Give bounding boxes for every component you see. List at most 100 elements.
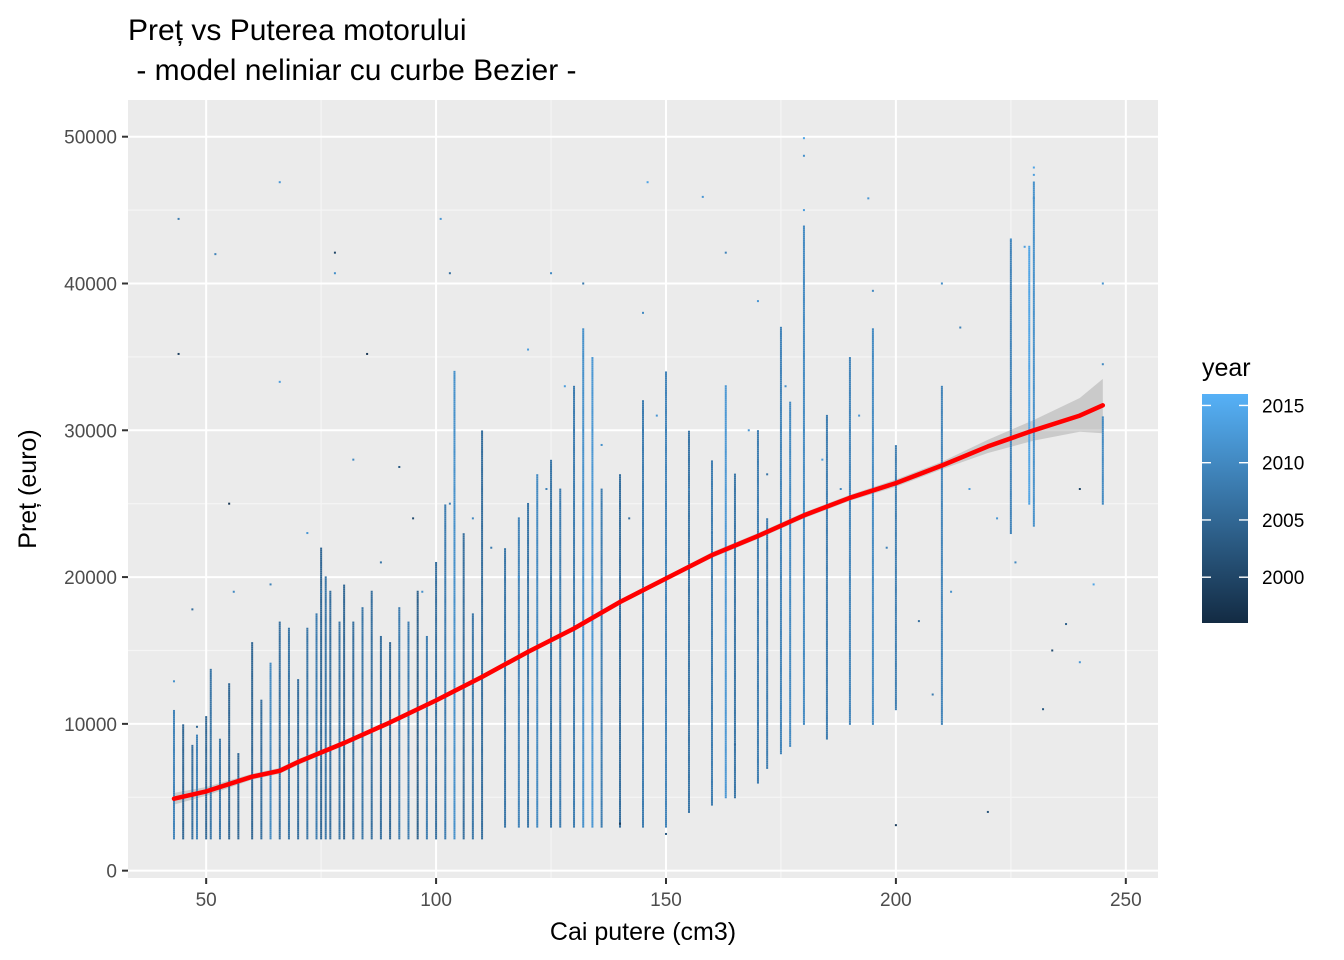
data-point <box>324 771 327 774</box>
data-point <box>559 768 562 771</box>
data-point <box>481 759 484 762</box>
data-point <box>444 765 447 768</box>
data-point <box>182 802 185 805</box>
data-point <box>320 835 323 838</box>
data-point <box>527 583 530 586</box>
data-point <box>352 705 355 708</box>
data-point <box>462 642 465 645</box>
data-point <box>504 712 507 715</box>
data-point <box>559 669 562 672</box>
data-point <box>398 705 401 708</box>
data-point <box>481 438 484 441</box>
data-point <box>481 629 484 632</box>
data-point <box>504 692 507 695</box>
data-point <box>324 683 327 686</box>
data-point <box>343 722 346 725</box>
data-point <box>550 474 553 477</box>
data-point <box>573 766 576 769</box>
data-point <box>481 483 484 486</box>
data-point <box>416 816 419 819</box>
data-point <box>416 732 419 735</box>
data-point <box>251 689 254 692</box>
data-point <box>315 689 318 692</box>
data-point <box>297 835 300 838</box>
data-point <box>527 616 530 619</box>
data-point <box>320 724 323 727</box>
data-point <box>462 796 465 799</box>
data-point <box>527 601 530 604</box>
data-point <box>517 726 520 729</box>
data-point <box>218 806 221 809</box>
data-point <box>481 722 484 725</box>
data-point <box>324 652 327 655</box>
data-point <box>444 625 447 628</box>
data-point <box>329 798 332 801</box>
data-point <box>504 570 507 573</box>
data-point <box>379 646 382 649</box>
data-point <box>481 586 484 589</box>
data-point <box>361 771 364 774</box>
data-point <box>453 416 456 419</box>
data-point <box>320 761 323 764</box>
data-point <box>329 833 332 836</box>
data-point <box>278 675 281 678</box>
data-point <box>269 742 272 745</box>
data-point <box>453 522 456 525</box>
data-point <box>481 508 484 511</box>
data-point <box>269 744 272 747</box>
data-point <box>379 822 382 825</box>
data-point <box>237 820 240 823</box>
data-point <box>425 672 428 675</box>
data-point <box>324 705 327 708</box>
data-point <box>361 631 364 634</box>
data-point <box>324 837 327 840</box>
data-point <box>329 829 332 832</box>
data-point <box>324 685 327 688</box>
data-point <box>324 601 327 604</box>
data-point <box>471 712 474 715</box>
data-point <box>550 505 553 508</box>
data-point <box>172 738 175 741</box>
data-point <box>453 738 456 741</box>
data-point <box>481 695 484 698</box>
data-point <box>237 808 240 811</box>
data-point <box>278 736 281 739</box>
data-point <box>573 618 576 621</box>
data-point <box>287 814 290 817</box>
data-point <box>361 781 364 784</box>
data-point <box>471 720 474 723</box>
data-point <box>453 451 456 454</box>
data-point <box>444 675 447 678</box>
data-point <box>527 523 530 526</box>
data-point <box>269 724 272 727</box>
data-point <box>559 603 562 606</box>
data-point <box>462 679 465 682</box>
data-point <box>287 660 290 663</box>
data-point <box>471 742 474 745</box>
data-point <box>324 621 327 624</box>
data-point <box>237 763 240 766</box>
data-point <box>269 675 272 678</box>
data-point <box>559 772 562 775</box>
data-point <box>361 705 364 708</box>
data-point <box>453 594 456 597</box>
data-point <box>315 808 318 811</box>
data-point <box>453 520 456 523</box>
data-point <box>287 827 290 830</box>
data-point <box>462 533 465 536</box>
data-point <box>228 785 231 788</box>
data-point <box>218 827 221 830</box>
data-point <box>172 748 175 751</box>
data-point <box>218 810 221 813</box>
data-point <box>536 741 539 744</box>
data-point <box>329 675 332 678</box>
data-point <box>338 763 341 766</box>
data-point <box>278 718 281 721</box>
data-point <box>338 775 341 778</box>
data-point <box>329 716 332 719</box>
data-point <box>389 835 392 838</box>
data-point <box>527 823 530 826</box>
data-point <box>425 683 428 686</box>
data-point <box>379 714 382 717</box>
data-point <box>416 640 419 643</box>
